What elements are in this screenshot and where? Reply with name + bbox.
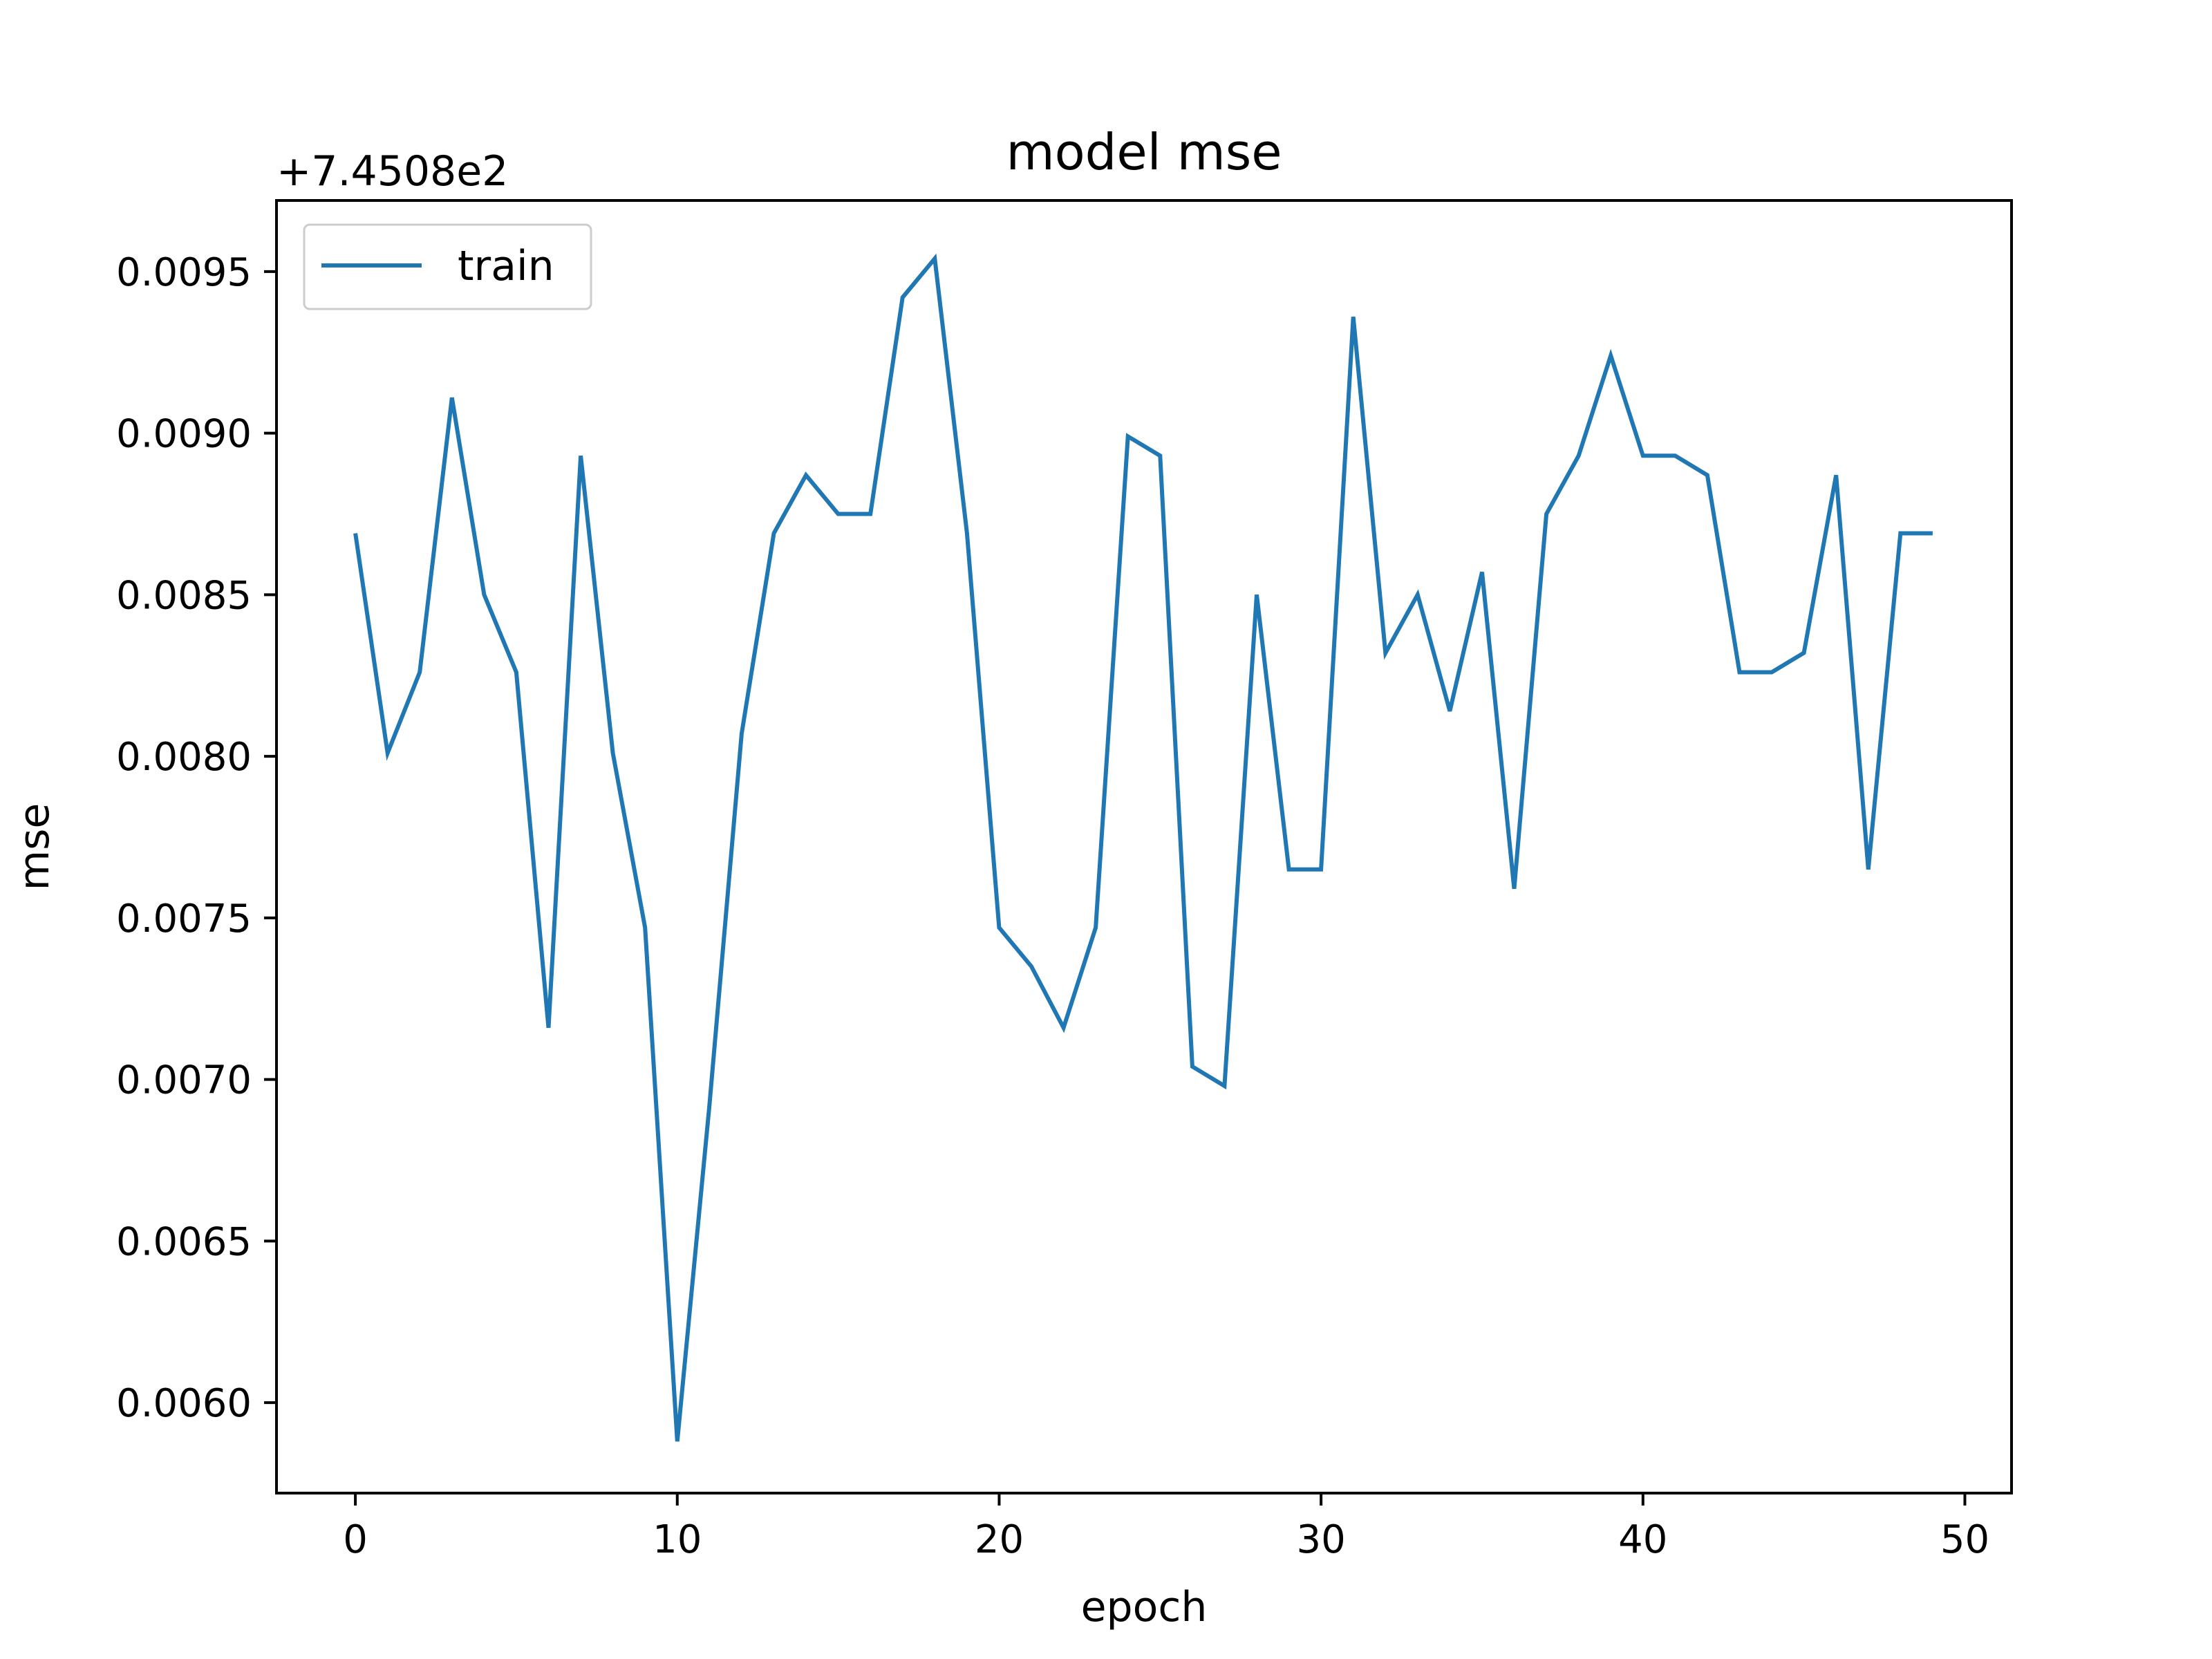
y-tick-label: 0.0080 — [116, 735, 252, 780]
plot-frame — [275, 199, 2013, 1494]
y-axis-label: mse — [10, 803, 59, 891]
y-tick-label: 0.0060 — [116, 1381, 252, 1426]
x-tick-label: 40 — [1618, 1517, 1667, 1562]
x-tick-label: 30 — [1296, 1517, 1345, 1562]
x-axis-ticks: 0 10 20 30 40 50 — [343, 1493, 1989, 1562]
y-tick-label: 0.0070 — [116, 1058, 252, 1103]
x-tick-label: 50 — [1940, 1517, 1989, 1562]
y-tick-label: 0.0095 — [116, 250, 252, 295]
x-axis-label: epoch — [1081, 1583, 1208, 1631]
y-tick-label: 0.0065 — [116, 1219, 252, 1264]
y-tick-label: 0.0090 — [116, 412, 252, 457]
chart-title: model mse — [1006, 123, 1282, 181]
legend-box — [303, 223, 592, 310]
legend-label-train: train — [458, 242, 554, 290]
y-axis-ticks: 0.0060 0.0065 0.0070 0.0075 0.0080 0.0085 0.00… — [116, 250, 276, 1426]
y-tick-label: 0.0075 — [116, 897, 252, 941]
series-line-train — [353, 253, 1933, 1442]
series-layer — [353, 253, 1933, 1442]
legend: train — [303, 223, 592, 310]
x-tick-label: 10 — [653, 1517, 702, 1562]
x-tick-label: 0 — [343, 1517, 368, 1562]
y-tick-label: 0.0085 — [116, 573, 252, 618]
y-offset-label: +7.4508e2 — [276, 147, 508, 196]
x-tick-label: 20 — [975, 1517, 1024, 1562]
